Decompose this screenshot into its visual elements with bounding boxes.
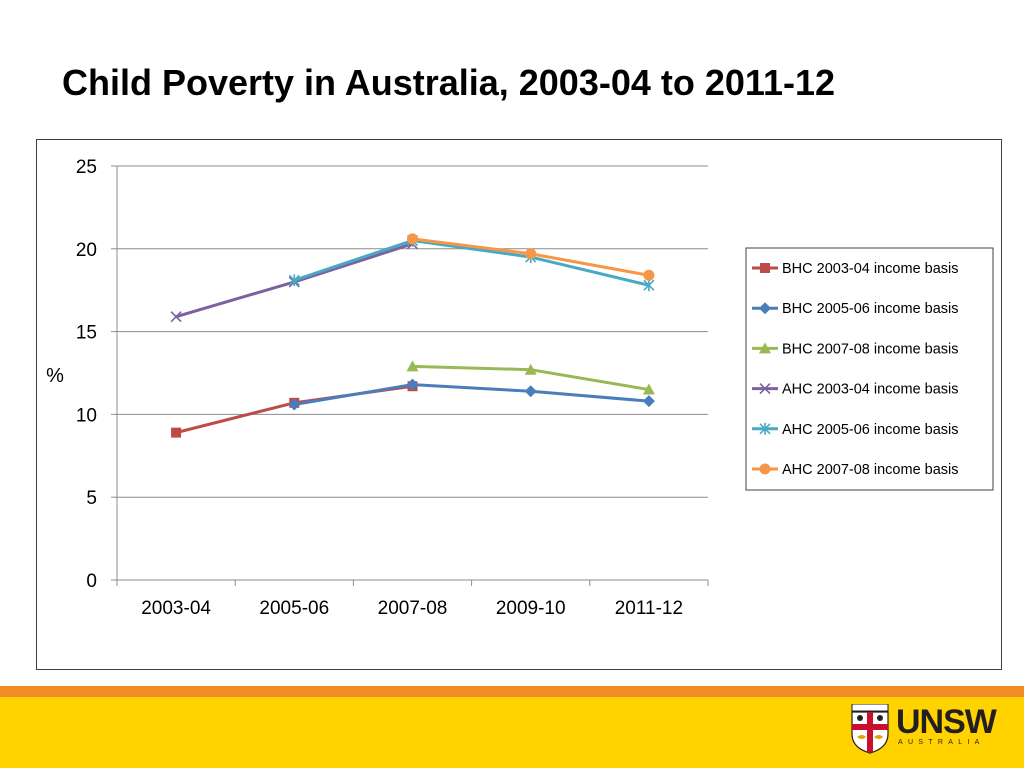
data-point [406, 378, 419, 391]
unsw-crest-icon [851, 704, 889, 754]
legend: BHC 2003-04 income basis BHC 2005-06 inco… [745, 247, 994, 491]
data-point [642, 383, 655, 395]
series-6 [407, 233, 655, 281]
y-tick-label: 0 [86, 571, 97, 592]
legend-swatch-marker [760, 263, 770, 273]
data-point [525, 248, 537, 260]
x-tick-label: 2009-10 [496, 598, 566, 619]
data-point [407, 233, 418, 245]
legend-box [745, 247, 994, 491]
y-tick-label: 20 [76, 240, 97, 261]
legend-item: BHC 2003-04 income basis [752, 261, 959, 277]
x-tick-label: 2003-04 [141, 598, 211, 619]
series-line [293, 239, 650, 287]
series-5 [288, 234, 655, 292]
y-tick-label: 25 [76, 157, 97, 178]
legend-item: BHC 2005-06 income basis [752, 301, 959, 317]
data-point [643, 279, 655, 292]
data-point [643, 269, 655, 281]
line-chart: 0 5 10 15 20 25 2003-04 2005-06 2007-08 2009-10 20… [46, 157, 994, 619]
legend-label: BHC 2003-04 income basis [782, 261, 959, 277]
legend-label: AHC 2005-06 income basis [782, 422, 959, 438]
x-tick-label: 2011-12 [615, 598, 683, 619]
legend-label: AHC 2003-04 income basis [782, 382, 959, 398]
legend-label: AHC 2007-08 income basis [782, 462, 959, 478]
legend-swatch-marker [759, 383, 771, 395]
x-tick-label: 2005-06 [259, 598, 329, 619]
slide-title: Child Poverty in Australia, 2003-04 to 2… [62, 62, 835, 103]
legend-swatch-marker [759, 302, 771, 315]
chart-frame: 0 5 10 15 20 25 2003-04 2005-06 2007-08 2009-10 20… [36, 139, 1002, 670]
legend-item: AHC 2007-08 income basis [752, 462, 959, 478]
series-line [294, 383, 650, 406]
series-3 [406, 360, 655, 395]
legend-swatch-marker [759, 422, 771, 435]
legend-label: BHC 2005-06 income basis [782, 301, 959, 317]
y-axis-label: % [46, 365, 64, 387]
y-tick-label: 5 [86, 488, 97, 509]
data-point [642, 395, 655, 408]
axes: 0 5 10 15 20 25 2003-04 2005-06 2007-08 2009-10 20… [46, 157, 709, 619]
series-lines [170, 233, 655, 438]
y-tick-label: 15 [76, 323, 97, 344]
gridlines [117, 165, 708, 498]
logo-wordmark: UNSW [896, 703, 997, 741]
unsw-logo: UNSW AUSTRALIA [850, 703, 1000, 755]
data-point [524, 385, 537, 398]
legend-label: BHC 2007-08 income basis [782, 341, 959, 357]
legend-item: AHC 2005-06 income basis [752, 422, 959, 438]
data-point [288, 274, 300, 287]
legend-swatch-marker [759, 342, 771, 354]
logo-subtitle: AUSTRALIA [898, 739, 985, 746]
data-point [170, 311, 182, 323]
data-point [288, 398, 301, 411]
legend-item: BHC 2007-08 income basis [752, 341, 959, 357]
legend-item: AHC 2003-04 income basis [752, 382, 959, 398]
footer-stripe [0, 686, 1024, 697]
x-tick-label: 2007-08 [378, 598, 448, 619]
y-tick-label: 10 [76, 405, 97, 426]
data-point [524, 363, 537, 375]
data-point [406, 360, 419, 372]
series-2 [288, 378, 655, 411]
legend-swatch-marker [759, 463, 771, 475]
data-point [171, 427, 182, 438]
